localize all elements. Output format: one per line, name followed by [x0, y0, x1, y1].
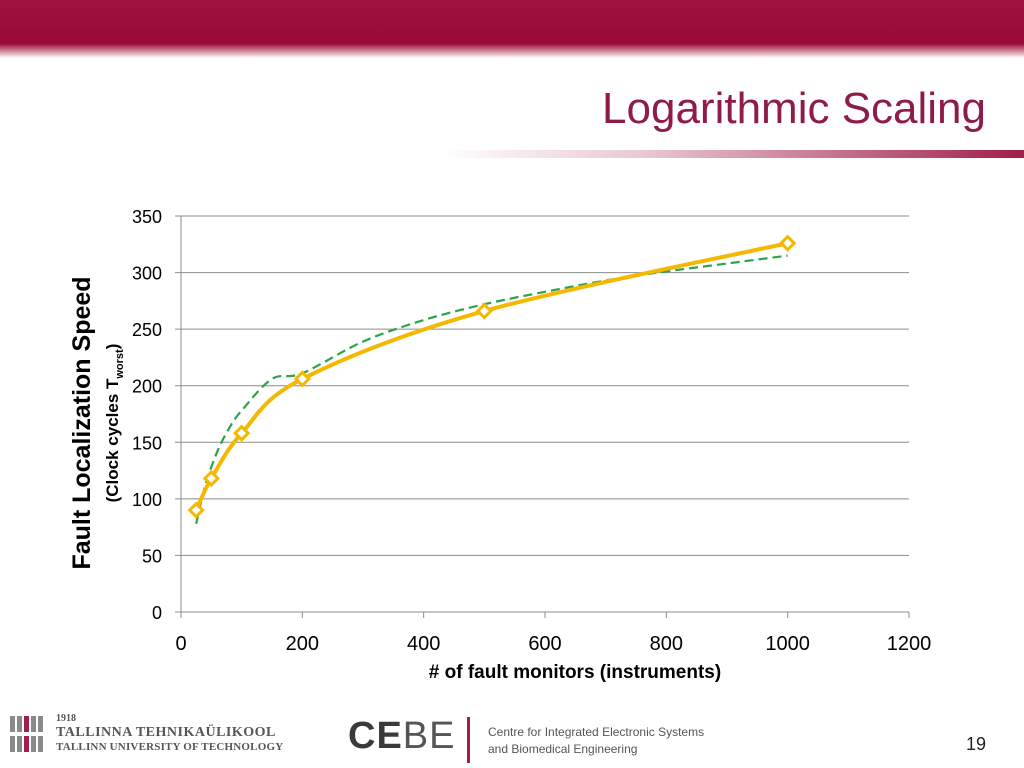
- diamond-marker: [233, 424, 251, 442]
- ttu-wordmark: 1918 TALLINNA TEHNIKAÜLIKOOL TALLINN UNI…: [56, 713, 283, 754]
- trendline-series: [195, 254, 788, 525]
- y-tick-label: 300: [132, 264, 162, 284]
- y-tick-labels: 0 50 100 150 200 250 300 350: [132, 207, 162, 623]
- ttu-logo-icon: [10, 716, 43, 752]
- cebe-description: Centre for Integrated Electronic Systems…: [488, 724, 704, 758]
- cebe-line2: and Biomedical Engineering: [488, 742, 638, 756]
- ttu-name-en: TALLINN UNIVERSITY OF TECHNOLOGY: [56, 741, 284, 753]
- y-tick-label: 200: [132, 377, 162, 397]
- y-tick-label: 0: [152, 603, 162, 623]
- y-axis-label: Fault Localization Speed: [68, 276, 96, 569]
- diamond-marker: [779, 234, 797, 252]
- diamond-marker: [202, 469, 220, 488]
- x-axis-label: # of fault monitors (instruments): [429, 662, 721, 683]
- x-tick-label: 200: [286, 633, 319, 655]
- title-underline: [440, 150, 1024, 158]
- cebe-logo: CEBE: [348, 716, 456, 756]
- header-band: [0, 0, 1024, 58]
- y-axis-sublabel-subscript: worst: [114, 349, 126, 380]
- cebe-divider: [467, 717, 470, 763]
- y-tick-label: 50: [142, 546, 162, 566]
- x-tick-label: 1000: [765, 633, 810, 655]
- y-axis-sublabel-suffix: ): [103, 344, 122, 350]
- y-tick-label: 150: [132, 433, 162, 453]
- chart: 0 50 100 150 200 250 300 350 0 200 400 600 800 1000 1…: [68, 207, 931, 683]
- x-tick-label: 1200: [887, 633, 932, 655]
- ttu-year: 1918: [56, 713, 76, 724]
- cebe-logo-part2: BE: [402, 715, 456, 757]
- x-tick-label: 600: [528, 633, 561, 655]
- y-tick-label: 350: [132, 207, 162, 227]
- page-number: 19: [965, 734, 986, 754]
- diamond-marker: [475, 302, 493, 320]
- cebe-logo-part1: CE: [348, 715, 403, 757]
- y-tick-label: 250: [132, 320, 162, 340]
- x-tick-label: 400: [407, 633, 440, 655]
- measured-series-line: [194, 241, 789, 512]
- ttu-name-et: TALLINNA TEHNIKAÜLIKOOL: [56, 725, 276, 740]
- diamond-marker: [187, 501, 205, 519]
- chart-grid: [175, 215, 909, 613]
- y-axis-sublabel-prefix: (Clock cycles T: [103, 378, 122, 502]
- y-axis-sublabel: (Clock cycles Tworst): [103, 344, 126, 503]
- y-tick-label: 100: [132, 490, 162, 510]
- diamond-marker: [293, 370, 311, 388]
- x-tick-label: 800: [650, 633, 683, 655]
- chart-series: [187, 234, 797, 525]
- x-tick-labels: 0 200 400 600 800 1000 1200: [175, 633, 931, 655]
- cebe-line1: Centre for Integrated Electronic Systems: [488, 725, 705, 739]
- x-tick-label: 0: [175, 633, 186, 655]
- chart-axes: [180, 216, 910, 618]
- slide-title: Logarithmic Scaling: [602, 84, 986, 133]
- y-axis-label-group: Fault Localization Speed (Clock cycles T…: [68, 276, 126, 569]
